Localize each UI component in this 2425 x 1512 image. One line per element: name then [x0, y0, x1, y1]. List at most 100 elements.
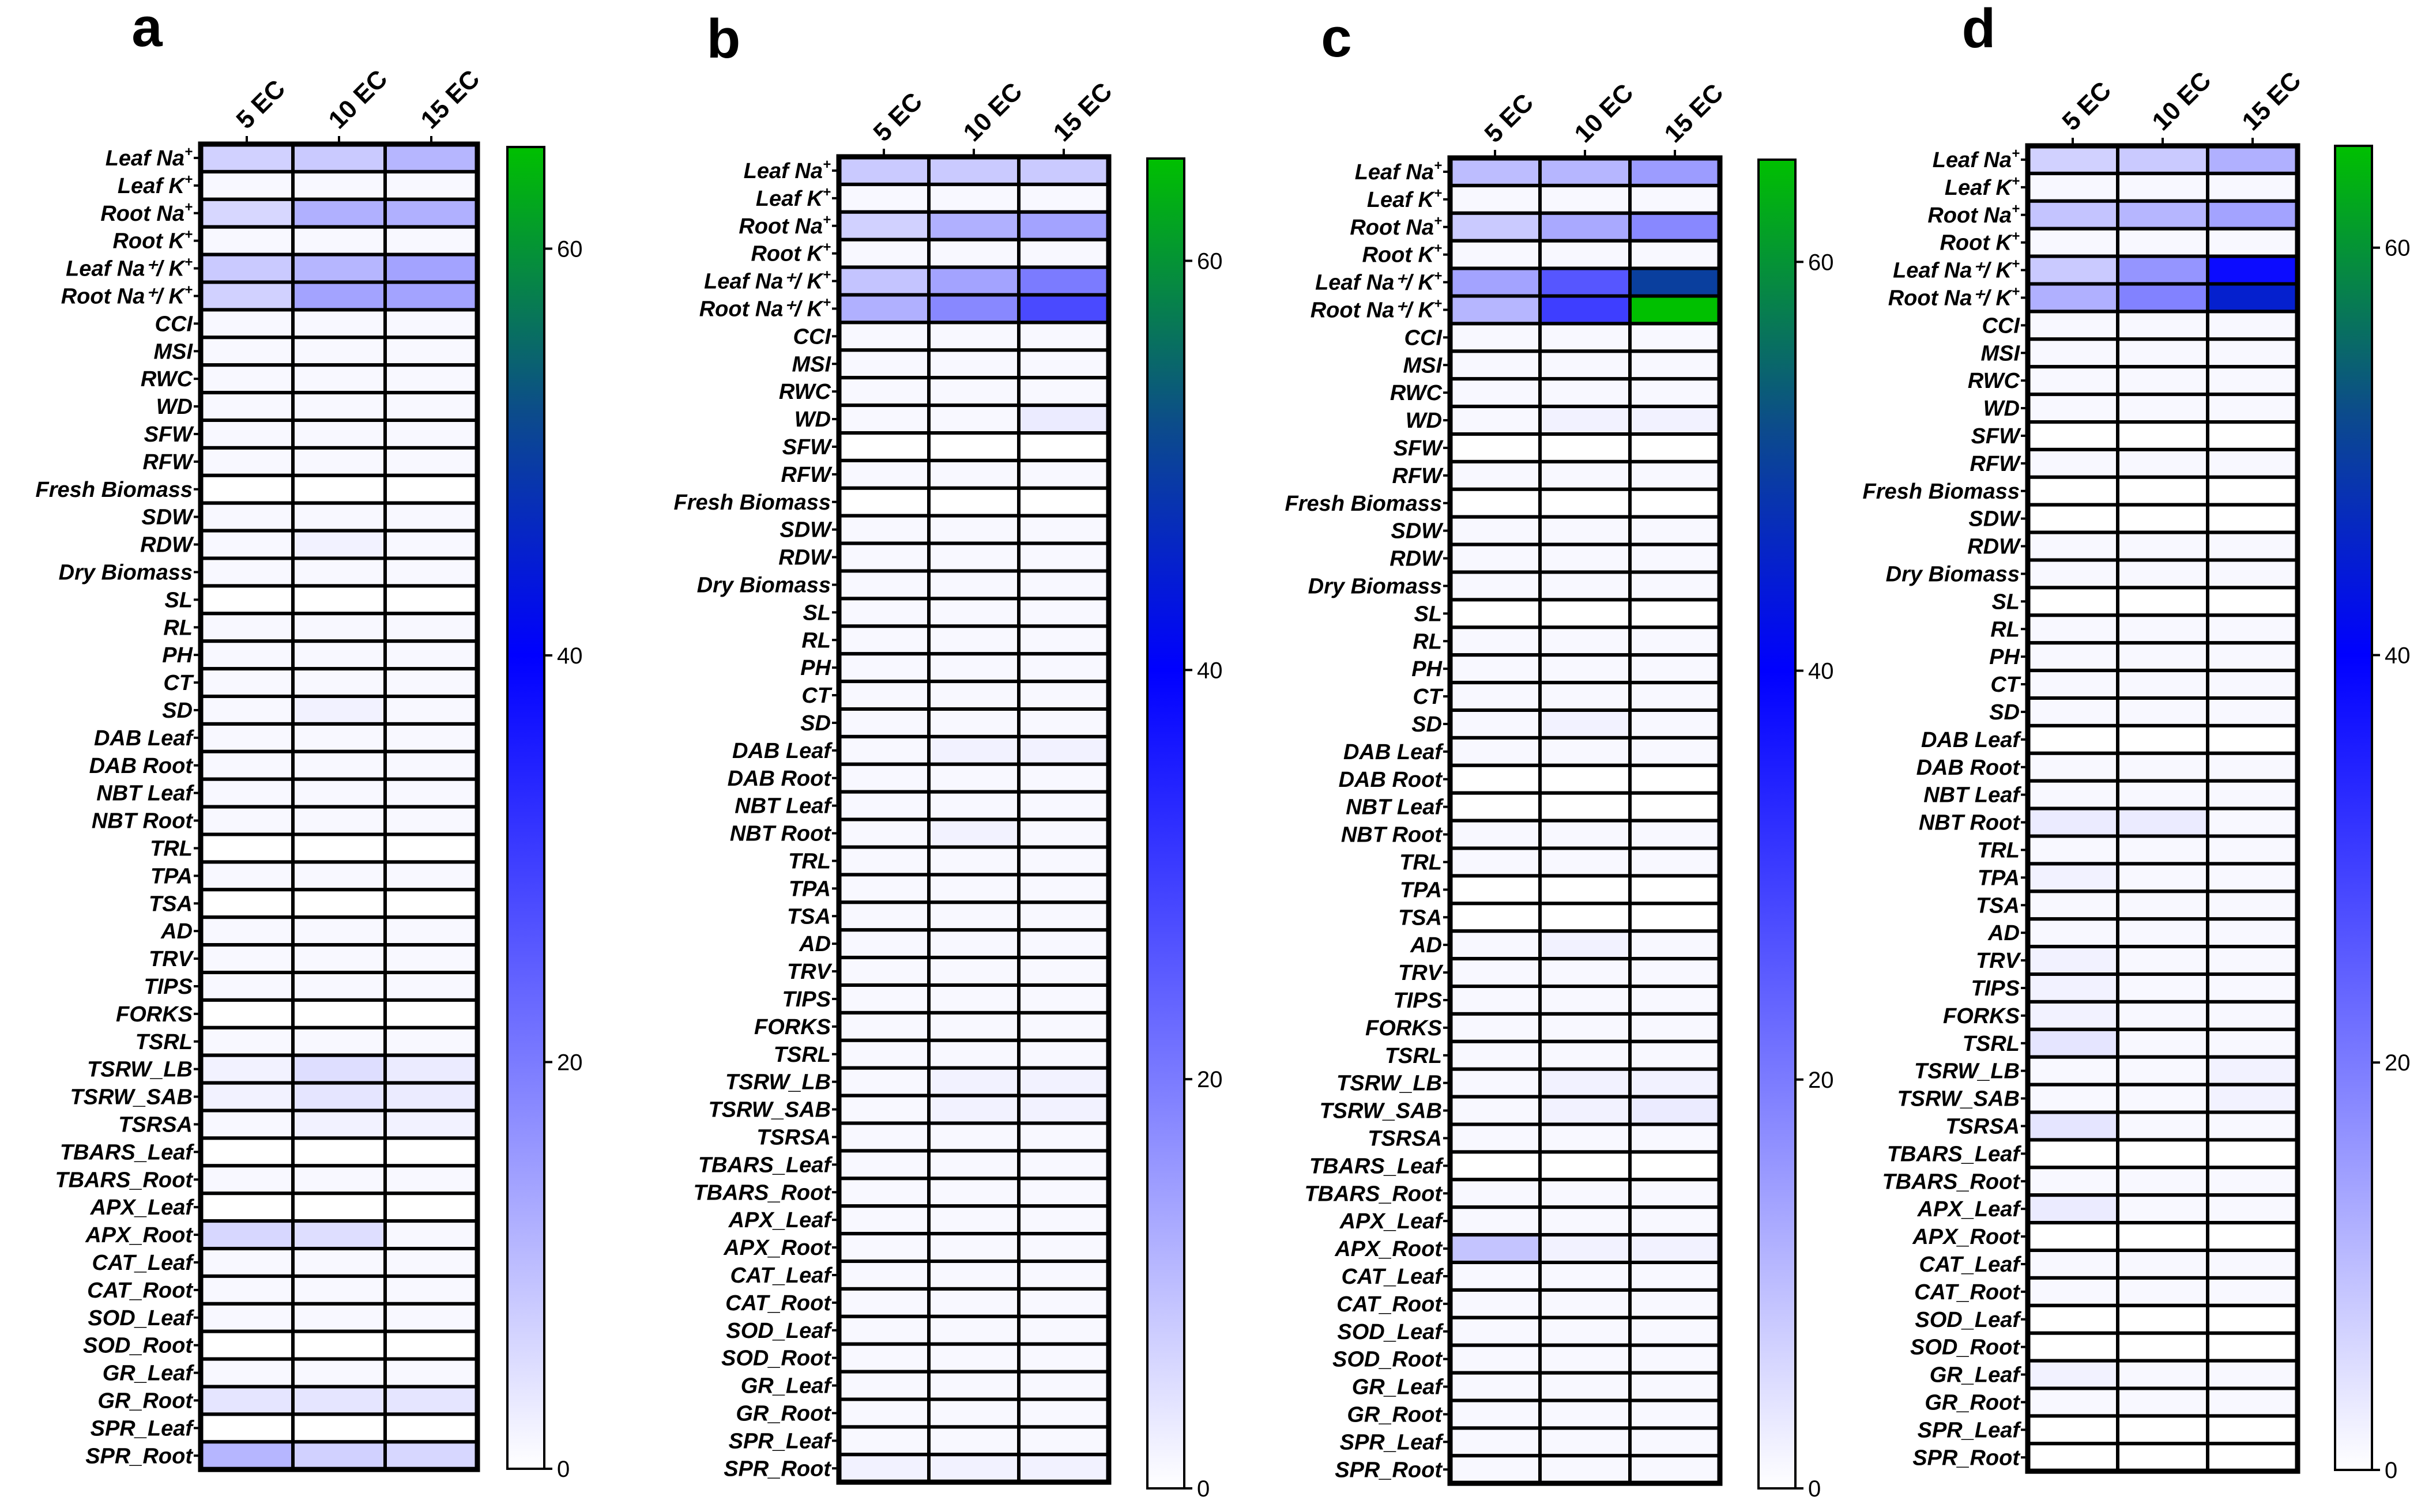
- heatmap-cell: [1017, 376, 1110, 408]
- heatmap-cell: [1448, 1178, 1542, 1209]
- heatmap-cell: [1017, 155, 1110, 186]
- row-label: RWC: [1390, 381, 1443, 405]
- heatmap-cell: [837, 1232, 931, 1264]
- heatmap-cell: [291, 971, 387, 1002]
- heatmap-cell: [1017, 265, 1110, 297]
- heatmap-cell: [383, 1025, 479, 1057]
- heatmap-cell: [1628, 763, 1722, 795]
- panel-letter: a: [131, 0, 163, 58]
- row-label: TIPS: [782, 987, 831, 1012]
- row-label: TRL: [150, 836, 193, 861]
- row-label: SOD_Leaf: [726, 1319, 833, 1343]
- heatmap-cell: [1448, 266, 1542, 298]
- heatmap-cell: [1017, 458, 1110, 490]
- colorbar-tick-label: 0: [2385, 1458, 2397, 1483]
- heatmap-cell: [2026, 1221, 2119, 1253]
- heatmap-cell: [383, 943, 479, 974]
- row-label: PH: [1989, 645, 2020, 669]
- row-label: NBT Leaf: [735, 794, 833, 819]
- row-label: TPA: [150, 864, 193, 888]
- heatmap-cell: [2206, 1331, 2299, 1363]
- row-label: SL: [164, 588, 193, 612]
- row-label: TBARS_Root: [55, 1168, 193, 1192]
- heatmap-cell: [383, 612, 479, 643]
- heatmap-cell: [1628, 902, 1722, 933]
- heatmap-cell: [2116, 613, 2209, 645]
- row-label: SD: [1411, 712, 1442, 737]
- heatmap-cell: [1448, 1122, 1542, 1154]
- heatmap-cell: [2026, 393, 2119, 424]
- heatmap-cell: [1628, 1039, 1722, 1071]
- heatmap-cell: [2116, 751, 2209, 783]
- heatmap-cell: [1448, 1343, 1542, 1375]
- heatmap-cell: [383, 1136, 479, 1168]
- heatmap-cell: [383, 391, 479, 422]
- row-label: APX_Leaf: [1339, 1209, 1444, 1234]
- heatmap-cell: [2116, 1000, 2209, 1031]
- heatmap-cell: [2026, 1331, 2119, 1363]
- heatmap-cell: [1628, 1233, 1722, 1265]
- heatmap-cell: [2116, 1331, 2209, 1363]
- heatmap-cell: [199, 1274, 295, 1306]
- row-label: SPR_Leaf: [1340, 1430, 1444, 1454]
- row-label: APX_Root: [1334, 1237, 1443, 1261]
- heatmap-cell: [2116, 1249, 2209, 1280]
- heatmap-cell: [2026, 723, 2119, 755]
- heatmap-cell: [927, 431, 1021, 462]
- heatmap-cell: [2116, 1221, 2209, 1253]
- heatmap-cell: [1538, 377, 1632, 409]
- heatmap-cell: [2026, 1193, 2119, 1225]
- heatmap-cell: [2206, 1138, 2299, 1170]
- row-label: TSRL: [774, 1043, 831, 1067]
- row-label: RDW: [1390, 547, 1444, 571]
- heatmap-cell: [2026, 1359, 2119, 1390]
- heatmap-cell: [383, 1081, 479, 1113]
- row-label: Dry Biomass: [1308, 574, 1442, 598]
- heatmap-cell: [2026, 945, 2119, 976]
- heatmap-cell: [837, 293, 931, 325]
- heatmap-cell: [383, 473, 479, 505]
- row-label: SDW: [1391, 519, 1444, 544]
- panel-letter: b: [707, 8, 741, 70]
- heatmap-cell: [2206, 144, 2299, 175]
- row-label: CT: [1413, 685, 1443, 709]
- heatmap-cell: [291, 1136, 387, 1168]
- heatmap-cell: [1628, 459, 1722, 491]
- heatmap-cell: [199, 169, 295, 201]
- heatmap-cell: [383, 1219, 479, 1251]
- heatmap-cell: [199, 501, 295, 533]
- heatmap-cell: [2026, 641, 2119, 673]
- row-label: TSRW_LB: [87, 1058, 193, 1082]
- heatmap-cell: [1017, 541, 1110, 573]
- heatmap-cell: [199, 888, 295, 919]
- heatmap-cell: [199, 860, 295, 892]
- heatmap-cell: [2026, 1083, 2119, 1114]
- row-label: TRL: [1399, 850, 1442, 874]
- heatmap-cell: [199, 335, 295, 367]
- row-label: CT: [163, 671, 194, 695]
- row-label: TIPS: [1971, 976, 2020, 1001]
- heatmap-cell: [291, 612, 387, 643]
- heatmap-cell: [1448, 432, 1542, 463]
- row-label: CAT_Root: [1336, 1292, 1443, 1317]
- heatmap-cell: [1538, 239, 1632, 270]
- heatmap-cell: [291, 446, 387, 477]
- heatmap-cell: [1017, 1038, 1110, 1070]
- heatmap-cell: [199, 915, 295, 947]
- heatmap-cell: [2116, 420, 2209, 451]
- heatmap-cell: [927, 1066, 1021, 1098]
- row-label: NBT Root: [730, 822, 832, 846]
- heatmap-cell: [1628, 322, 1722, 353]
- heatmap-cell: [1017, 348, 1110, 380]
- heatmap-cell: [199, 1219, 295, 1251]
- heatmap-cell: [2026, 1276, 2119, 1307]
- heatmap-cell: [837, 155, 931, 186]
- heatmap-cell: [2206, 751, 2299, 783]
- heatmap-cell: [927, 293, 1021, 325]
- row-label: Leaf Na⁺/ K+: [1315, 269, 1442, 295]
- heatmap-cell: [2026, 1414, 2119, 1446]
- row-label: SDW: [780, 518, 833, 542]
- row-label: SPR_Root: [85, 1444, 193, 1468]
- row-label: SOD_Leaf: [1915, 1308, 2021, 1332]
- heatmap-cell: [1538, 763, 1632, 795]
